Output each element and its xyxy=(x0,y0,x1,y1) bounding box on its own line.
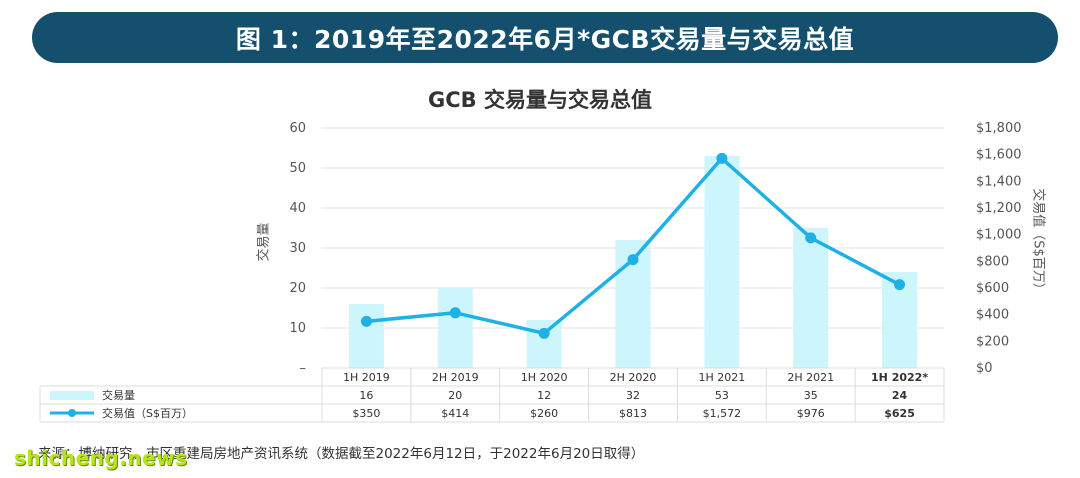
y-tick-right: $400 xyxy=(976,308,1009,323)
x-tick-label: 2H 2021 xyxy=(787,371,834,384)
y-tick-left: 50 xyxy=(289,161,306,176)
y-tick-left: 30 xyxy=(289,241,306,256)
bar-volume xyxy=(437,288,473,368)
data-label-volume: 53 xyxy=(715,389,729,402)
data-label-volume: 24 xyxy=(892,389,908,402)
point-value xyxy=(360,315,372,327)
y-tick-left: – xyxy=(300,361,307,376)
bar-volume xyxy=(526,320,562,368)
data-label-value: $260 xyxy=(530,407,558,420)
data-label-volume: 16 xyxy=(359,389,373,402)
data-label-value: $813 xyxy=(619,407,647,420)
legend-label-value: 交易值（S$百万） xyxy=(102,406,193,420)
x-tick-label: 1H 2021 xyxy=(698,371,745,384)
bar-volume xyxy=(348,304,384,368)
y-tick-left: 20 xyxy=(289,281,306,296)
point-value xyxy=(805,232,817,244)
y-tick-right: $200 xyxy=(976,334,1009,349)
bar-volume xyxy=(704,156,740,368)
y-tick-left: 40 xyxy=(289,201,306,216)
data-label-value: $414 xyxy=(441,407,469,420)
y-tick-right: $1,000 xyxy=(976,228,1022,243)
data-label-value: $350 xyxy=(352,407,380,420)
x-tick-label: 1H 2020 xyxy=(521,371,568,384)
legend-marker-value xyxy=(68,409,76,417)
point-value xyxy=(894,279,906,291)
data-label-volume: 32 xyxy=(626,389,640,402)
figure-banner: 图 1：2019年至2022年6月*GCB交易量与交易总值 xyxy=(32,12,1058,63)
point-value xyxy=(716,152,728,164)
y-tick-left: 10 xyxy=(289,321,306,336)
y-tick-right: $800 xyxy=(976,254,1009,269)
legend-swatch-volume xyxy=(50,391,94,400)
data-label-value: $976 xyxy=(797,407,825,420)
source-note: 来源：博纳研究，市区重建局房地产资讯系统（数据截至2022年6月12日，于202… xyxy=(38,446,645,462)
y-tick-right: $0 xyxy=(976,361,993,376)
x-tick-label: 1H 2019 xyxy=(343,371,390,384)
bar-volume xyxy=(793,228,829,368)
legend-label-volume: 交易量 xyxy=(102,388,135,402)
y-tick-right: $1,400 xyxy=(976,174,1022,189)
x-tick-label: 1H 2022* xyxy=(871,371,928,384)
x-tick-label: 2H 2019 xyxy=(432,371,479,384)
point-value xyxy=(538,327,550,339)
watermark: shicheng.news xyxy=(14,446,188,470)
y-tick-right: $1,800 xyxy=(976,121,1022,136)
chart-title: GCB 交易量与交易总值 xyxy=(428,88,652,112)
y-tick-right: $1,200 xyxy=(976,201,1022,216)
data-label-value: $1,572 xyxy=(703,407,742,420)
y-tick-left: 60 xyxy=(289,121,306,136)
data-label-value: $625 xyxy=(884,407,915,420)
y-tick-right: $600 xyxy=(976,281,1009,296)
data-label-volume: 12 xyxy=(537,389,551,402)
y-tick-right: $1,600 xyxy=(976,148,1022,163)
point-value xyxy=(449,307,461,319)
point-value xyxy=(627,254,639,266)
data-label-volume: 20 xyxy=(448,389,462,402)
data-label-volume: 35 xyxy=(804,389,818,402)
banner-title: 图 1：2019年至2022年6月*GCB交易量与交易总值 xyxy=(235,24,855,54)
x-tick-label: 2H 2020 xyxy=(610,371,657,384)
